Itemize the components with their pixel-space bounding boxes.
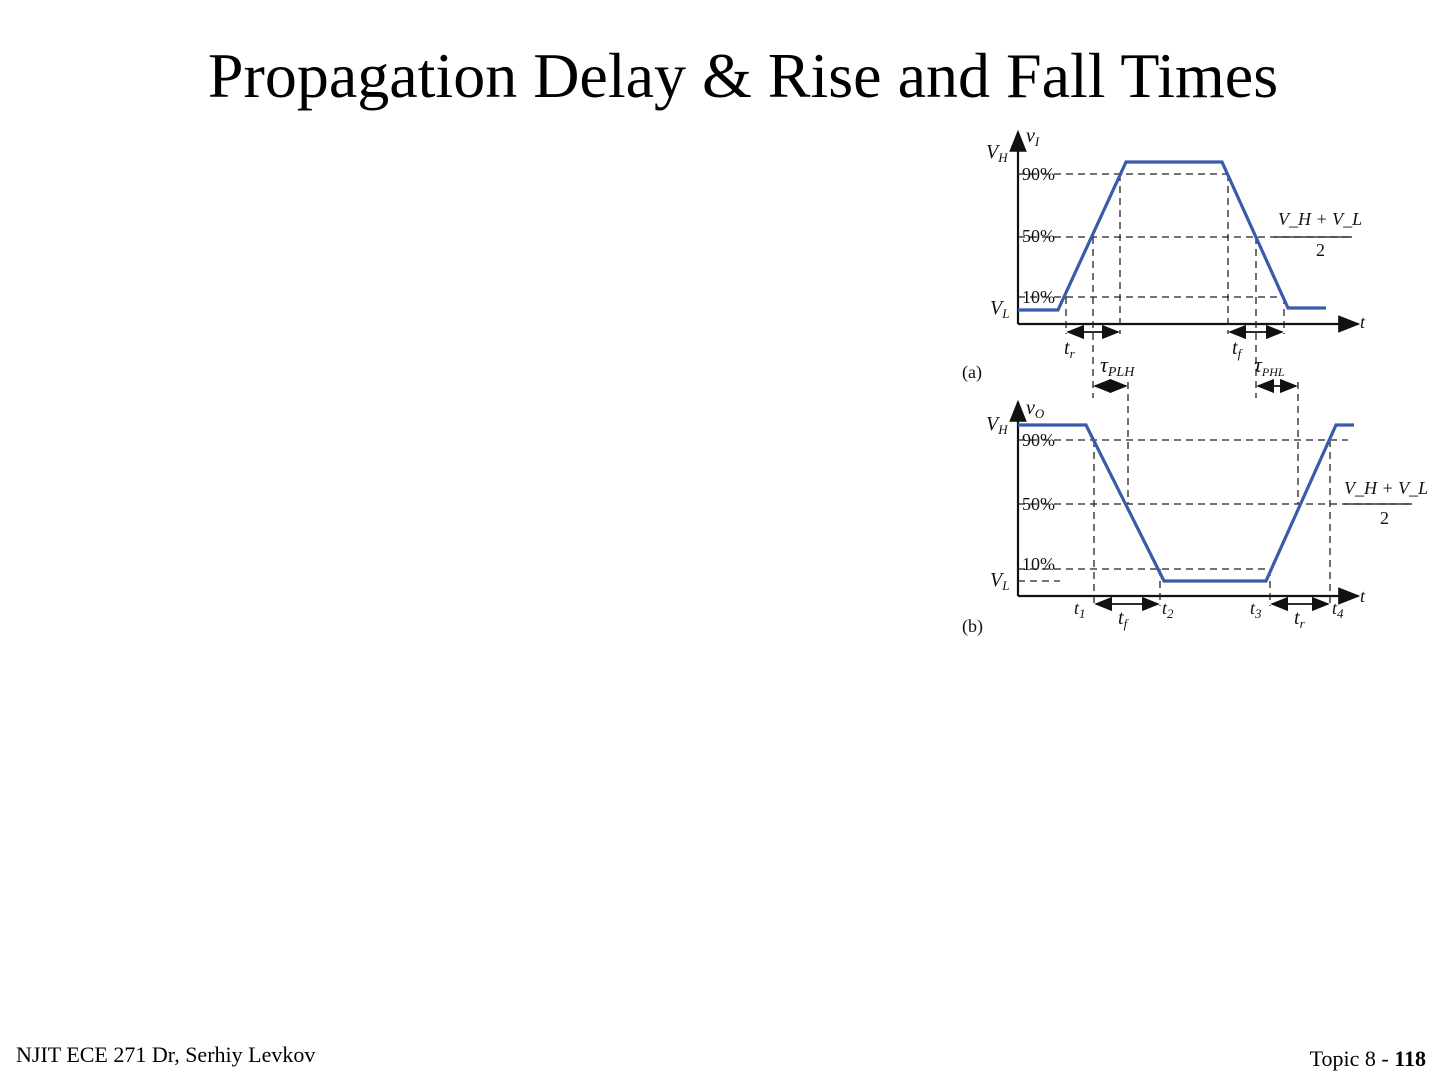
panel-a-input-waveform: [1018, 160, 1326, 312]
slide-title: Propagation Delay & Rise and Fall Times: [207, 40, 1279, 111]
panel-a-vh-label: VH: [986, 141, 1008, 165]
panel-a-tau-phl-label: τPHL: [1254, 352, 1285, 379]
panel-a-mid-numerator: V_H + V_L: [1278, 209, 1362, 229]
panel-b-mid-label: V_H + V_L 2: [1344, 478, 1428, 528]
panel-b-tf-label: tf: [1118, 607, 1130, 631]
panel-a-tau-plh-label: τPLH: [1100, 352, 1135, 380]
panel-a-50pct-label: 50%: [1022, 226, 1055, 246]
panel-b-tr-label: tr: [1294, 607, 1306, 631]
panel-a-caption: (a): [962, 362, 982, 383]
panel-a-10pct-label: 10%: [1022, 287, 1055, 307]
panel-b: vO VH VL 90% 50% 10% t V_H + V_L 2 t1 t2…: [962, 382, 1428, 637]
panel-a-y-label: vI: [1026, 125, 1040, 149]
panel-a-mid-label: V_H + V_L 2: [1274, 209, 1362, 260]
panel-b-output-waveform: [1018, 423, 1354, 583]
panel-b-mid-numerator: V_H + V_L: [1344, 478, 1428, 498]
panel-b-t4-label: t4: [1332, 598, 1344, 621]
panel-b-t2-label: t2: [1162, 598, 1174, 621]
panel-b-caption: (b): [962, 616, 983, 637]
panel-b-t3-label: t3: [1250, 598, 1262, 621]
timing-diagram: vI VH VL 90% 50% 10% t V_H + V_L 2 tr tf…: [950, 118, 1430, 663]
panel-a-tr-label: tr: [1064, 337, 1076, 361]
panel-a-mid-denominator: 2: [1316, 240, 1325, 260]
footer-page-number: 118: [1394, 1046, 1426, 1071]
timing-diagram-svg: vI VH VL 90% 50% 10% t V_H + V_L 2 tr tf…: [962, 125, 1428, 637]
panel-b-t1-label: t1: [1074, 598, 1086, 621]
panel-b-y-label: vO: [1026, 397, 1045, 421]
panel-a-tf-label: tf: [1232, 337, 1244, 361]
panel-a-t-label: t: [1360, 312, 1366, 332]
panel-b-vl-label: VL: [990, 569, 1009, 593]
panel-a-90pct-label: 90%: [1022, 164, 1055, 184]
panel-a-vl-label: VL: [990, 297, 1009, 321]
panel-b-90pct-label: 90%: [1022, 430, 1055, 450]
footer-topic: Topic 8 -: [1309, 1046, 1395, 1071]
panel-b-mid-denominator: 2: [1380, 508, 1389, 528]
footer-page: Topic 8 - 118: [1310, 1046, 1426, 1072]
panel-b-50pct-label: 50%: [1022, 494, 1055, 514]
panel-b-t-label: t: [1360, 586, 1366, 606]
footer-course: NJIT ECE 271 Dr, Serhiy Levkov: [16, 1042, 316, 1067]
panel-b-10pct-label: 10%: [1022, 554, 1055, 574]
panel-a: vI VH VL 90% 50% 10% t V_H + V_L 2 tr tf…: [962, 125, 1366, 398]
panel-b-vh-label: VH: [986, 413, 1008, 437]
